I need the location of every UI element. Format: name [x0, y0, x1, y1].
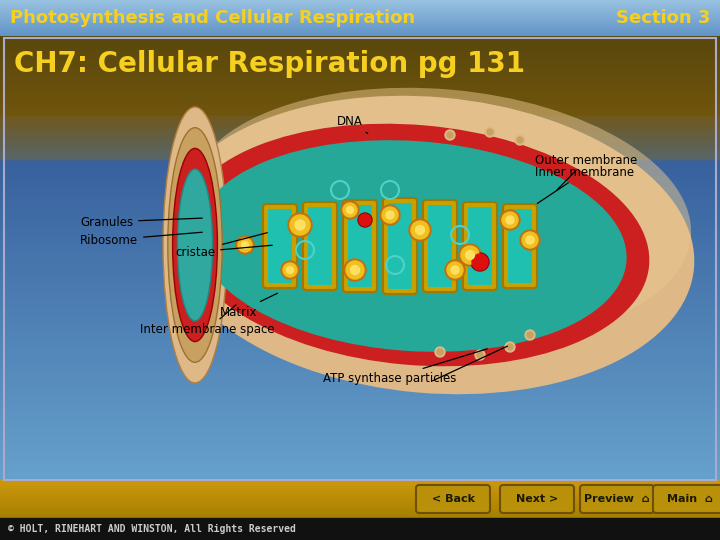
Circle shape: [236, 236, 254, 254]
Circle shape: [506, 216, 514, 224]
Text: Inner membrane: Inner membrane: [535, 165, 634, 204]
Circle shape: [343, 203, 357, 217]
Circle shape: [500, 210, 520, 230]
Text: Preview  ⌂: Preview ⌂: [584, 494, 650, 504]
FancyBboxPatch shape: [580, 485, 654, 513]
Text: Section 3: Section 3: [616, 9, 710, 27]
Circle shape: [445, 260, 465, 280]
Ellipse shape: [189, 88, 691, 342]
Circle shape: [459, 244, 481, 266]
Circle shape: [290, 215, 310, 235]
Circle shape: [409, 219, 431, 241]
Text: Matrix: Matrix: [220, 293, 277, 319]
FancyBboxPatch shape: [503, 204, 537, 288]
Text: Photosynthesis and Cellular Respiration: Photosynthesis and Cellular Respiration: [10, 9, 415, 27]
Circle shape: [382, 207, 398, 223]
Circle shape: [522, 232, 538, 248]
Circle shape: [344, 259, 366, 281]
FancyBboxPatch shape: [416, 485, 490, 513]
Circle shape: [241, 241, 248, 248]
Circle shape: [386, 211, 394, 219]
Circle shape: [515, 135, 525, 145]
Text: cristae: cristae: [175, 245, 272, 259]
Ellipse shape: [177, 169, 212, 321]
Circle shape: [358, 213, 372, 227]
Circle shape: [487, 129, 493, 135]
Circle shape: [281, 261, 299, 279]
Circle shape: [477, 352, 483, 358]
Circle shape: [288, 213, 312, 237]
Circle shape: [283, 263, 297, 277]
FancyBboxPatch shape: [263, 204, 297, 288]
Text: Ribosome: Ribosome: [80, 232, 202, 246]
Circle shape: [505, 342, 515, 352]
Circle shape: [471, 253, 489, 271]
Circle shape: [415, 226, 425, 234]
Ellipse shape: [173, 148, 217, 342]
Circle shape: [447, 132, 453, 138]
Circle shape: [445, 130, 455, 140]
Circle shape: [437, 349, 443, 355]
Text: CH7: Cellular Respiration pg 131: CH7: Cellular Respiration pg 131: [14, 50, 525, 78]
Circle shape: [295, 220, 305, 230]
FancyBboxPatch shape: [343, 200, 377, 292]
Circle shape: [485, 127, 495, 137]
FancyBboxPatch shape: [388, 203, 412, 289]
Circle shape: [451, 266, 459, 274]
Circle shape: [238, 238, 252, 252]
FancyBboxPatch shape: [303, 202, 337, 290]
Text: Inter membrane space: Inter membrane space: [140, 305, 274, 336]
Circle shape: [447, 262, 463, 278]
Circle shape: [507, 344, 513, 350]
Circle shape: [411, 221, 429, 239]
Circle shape: [351, 266, 359, 274]
Text: Granules: Granules: [80, 215, 202, 228]
Circle shape: [527, 332, 533, 338]
FancyBboxPatch shape: [653, 485, 720, 513]
Ellipse shape: [166, 96, 694, 394]
Text: © HOLT, RINEHART AND WINSTON, All Rights Reserved: © HOLT, RINEHART AND WINSTON, All Rights…: [8, 524, 296, 534]
FancyBboxPatch shape: [468, 207, 492, 285]
Circle shape: [520, 230, 540, 250]
Text: Outer membrane: Outer membrane: [535, 153, 637, 190]
FancyBboxPatch shape: [423, 200, 457, 292]
FancyBboxPatch shape: [463, 202, 497, 290]
Ellipse shape: [181, 124, 649, 366]
Circle shape: [525, 330, 535, 340]
Text: DNA: DNA: [337, 115, 368, 133]
Ellipse shape: [168, 127, 222, 362]
Ellipse shape: [197, 140, 626, 352]
FancyBboxPatch shape: [508, 209, 532, 283]
Bar: [0, 518, 720, 540]
Circle shape: [380, 205, 400, 225]
Circle shape: [502, 212, 518, 228]
Circle shape: [517, 137, 523, 143]
Circle shape: [526, 236, 534, 244]
Circle shape: [466, 251, 474, 260]
Text: Main  ⌂: Main ⌂: [667, 494, 713, 504]
Ellipse shape: [163, 107, 227, 383]
FancyBboxPatch shape: [428, 205, 452, 287]
Circle shape: [287, 267, 294, 273]
FancyBboxPatch shape: [500, 485, 574, 513]
FancyBboxPatch shape: [348, 205, 372, 287]
Text: ATP synthase particles: ATP synthase particles: [323, 349, 487, 385]
Circle shape: [346, 261, 364, 279]
FancyBboxPatch shape: [268, 209, 292, 283]
Circle shape: [346, 206, 354, 213]
Circle shape: [461, 246, 479, 264]
Bar: [4, 38, 716, 480]
FancyBboxPatch shape: [383, 198, 417, 294]
FancyBboxPatch shape: [308, 207, 332, 285]
Circle shape: [341, 201, 359, 219]
Circle shape: [475, 350, 485, 360]
Circle shape: [472, 254, 488, 270]
Text: < Back: < Back: [431, 494, 474, 504]
Circle shape: [359, 214, 371, 226]
Text: Next >: Next >: [516, 494, 558, 504]
Circle shape: [435, 347, 445, 357]
